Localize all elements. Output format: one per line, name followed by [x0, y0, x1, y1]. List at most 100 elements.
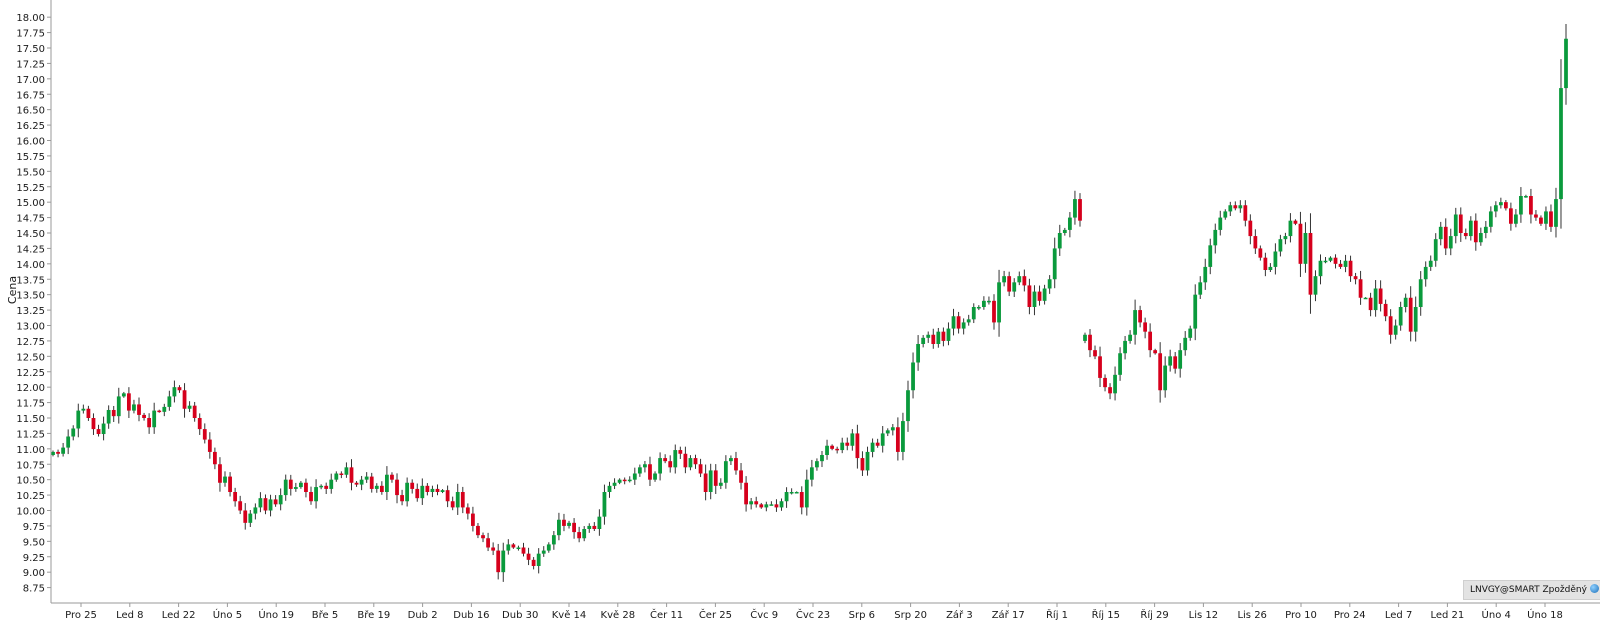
- candle-up: [1468, 220, 1473, 237]
- candle-up: [319, 485, 324, 488]
- candle-up: [1168, 356, 1173, 366]
- candle-down: [86, 408, 91, 418]
- candle-up: [1323, 260, 1328, 263]
- candle-down: [895, 427, 900, 452]
- candle-down: [931, 334, 936, 344]
- candle-down: [562, 519, 566, 526]
- candle-down: [1539, 217, 1543, 224]
- candle-up: [455, 492, 460, 508]
- candle-up: [723, 461, 728, 483]
- candle-up: [1012, 282, 1017, 292]
- candle-up: [1524, 196, 1528, 198]
- x-tick-label: Čvc 23: [796, 608, 830, 621]
- candle-up: [602, 492, 607, 517]
- candle-up: [1278, 239, 1283, 252]
- candle-up: [1203, 266, 1208, 283]
- candle-down: [683, 453, 688, 468]
- candle-up: [643, 464, 647, 468]
- candle-down: [369, 476, 374, 489]
- y-tick-label: 9.50: [23, 537, 45, 548]
- candle-up: [688, 458, 693, 468]
- candle-down: [496, 550, 501, 573]
- candle-up: [804, 479, 809, 508]
- candle-down: [531, 559, 536, 566]
- candle-down: [875, 442, 880, 446]
- candle-down: [218, 464, 222, 483]
- candle-down: [1253, 236, 1258, 249]
- candle-up: [420, 485, 425, 499]
- candle-up: [1433, 239, 1438, 261]
- candle-up: [536, 553, 541, 566]
- candle-up: [298, 482, 303, 488]
- candle-down: [228, 476, 232, 492]
- candle-up: [637, 467, 642, 474]
- candle-down: [324, 485, 329, 489]
- candle-down: [1368, 297, 1373, 311]
- x-tick-label: Bře 19: [357, 609, 390, 621]
- candle-down: [197, 418, 202, 430]
- y-tick-label: 12.75: [16, 337, 45, 348]
- candle-up: [1554, 199, 1558, 227]
- candle-down: [1153, 350, 1158, 354]
- candle-down: [1388, 316, 1393, 335]
- candle-up: [987, 300, 991, 303]
- status-badge: LNVGY@SMART Zpožděný: [1463, 580, 1600, 600]
- candle-down: [572, 522, 576, 533]
- candle-down: [96, 429, 101, 435]
- candle-down: [1243, 205, 1248, 221]
- candle-up: [789, 492, 794, 494]
- candle-up: [946, 328, 951, 341]
- candle-up: [1363, 297, 1368, 300]
- candle-up: [1113, 374, 1117, 394]
- candle-up: [708, 470, 713, 492]
- candle-up: [1438, 226, 1443, 240]
- candle-up: [1488, 211, 1493, 227]
- candle-down: [698, 464, 703, 474]
- candle-up: [1133, 310, 1137, 335]
- x-tick-label: Led 22: [162, 610, 196, 621]
- y-tick-label: 12.25: [16, 368, 45, 379]
- candle-down: [400, 495, 404, 502]
- candle-down: [460, 492, 465, 508]
- candle-up: [61, 447, 66, 454]
- candle-up: [1198, 282, 1203, 295]
- y-tick-label: 17.00: [16, 75, 45, 86]
- candle-up: [1483, 226, 1488, 233]
- candle-down: [526, 553, 531, 560]
- candle-up: [541, 550, 546, 554]
- y-tick-label: 13.25: [16, 306, 45, 317]
- candle-up: [1208, 245, 1213, 267]
- candle-up: [1283, 236, 1288, 240]
- candle-up: [223, 476, 227, 483]
- candle-down: [521, 547, 526, 554]
- candle-down: [511, 544, 516, 548]
- x-tick-label: Úno 4: [1482, 608, 1511, 621]
- candle-up: [840, 442, 845, 451]
- x-tick-label: Pro 10: [1285, 610, 1317, 621]
- candle-up: [981, 300, 986, 307]
- candle-down: [1408, 297, 1413, 332]
- candle-up: [1519, 196, 1523, 215]
- candle-up: [729, 458, 733, 462]
- candle-up: [516, 547, 521, 549]
- candle-up: [167, 396, 172, 407]
- candle-down: [435, 488, 440, 492]
- candle-up: [718, 482, 723, 486]
- candle-up: [557, 519, 561, 536]
- candle-up: [359, 479, 364, 485]
- candle-down: [759, 504, 764, 508]
- candle-up: [76, 410, 81, 429]
- y-tick-label: 9.75: [23, 522, 45, 533]
- x-tick-label: Srp 6: [849, 610, 875, 621]
- x-tick-label: Bře 5: [312, 609, 338, 621]
- candle-down: [1463, 233, 1468, 237]
- candle-down: [1138, 310, 1142, 323]
- candle-down: [1078, 199, 1082, 221]
- candle-up: [1498, 202, 1503, 206]
- candle-up: [916, 344, 921, 363]
- candle-up: [1448, 236, 1453, 249]
- candle-down: [1383, 303, 1388, 317]
- candle-up: [820, 455, 824, 462]
- candle-down: [147, 418, 152, 428]
- x-tick-label: Říj 15: [1092, 608, 1120, 621]
